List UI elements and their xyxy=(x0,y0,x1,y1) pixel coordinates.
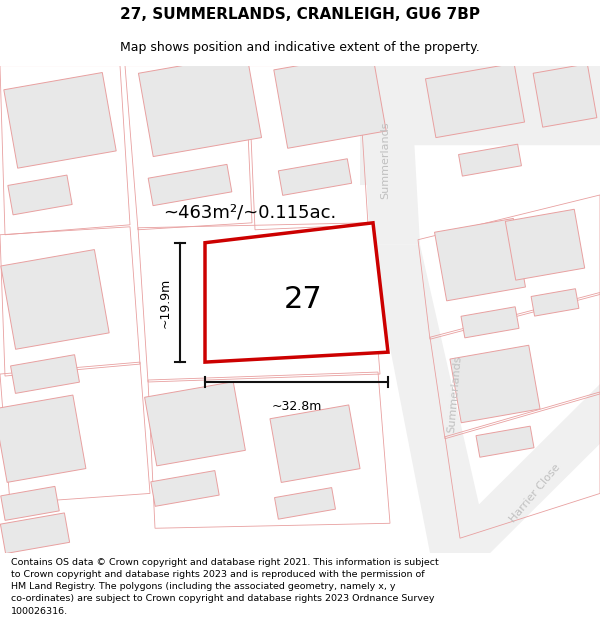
Polygon shape xyxy=(505,209,584,280)
Polygon shape xyxy=(430,384,600,553)
Polygon shape xyxy=(274,52,386,148)
Text: ~463m²/~0.115ac.: ~463m²/~0.115ac. xyxy=(163,204,337,222)
Polygon shape xyxy=(450,345,540,423)
Polygon shape xyxy=(360,66,600,185)
Text: ~32.8m: ~32.8m xyxy=(271,400,322,413)
Text: Map shows position and indicative extent of the property.: Map shows position and indicative extent… xyxy=(120,41,480,54)
Polygon shape xyxy=(434,218,526,301)
Text: Summerlands: Summerlands xyxy=(380,121,390,199)
Text: 27, SUMMERLANDS, CRANLEIGH, GU6 7BP: 27, SUMMERLANDS, CRANLEIGH, GU6 7BP xyxy=(120,7,480,22)
Polygon shape xyxy=(205,223,388,362)
Polygon shape xyxy=(270,405,360,482)
Polygon shape xyxy=(145,382,245,466)
Polygon shape xyxy=(151,471,219,506)
Polygon shape xyxy=(275,488,335,519)
Polygon shape xyxy=(235,247,368,342)
Polygon shape xyxy=(148,164,232,206)
Polygon shape xyxy=(0,395,86,482)
Polygon shape xyxy=(531,289,579,316)
Polygon shape xyxy=(1,249,109,349)
Polygon shape xyxy=(1,486,59,521)
Polygon shape xyxy=(8,175,72,215)
Polygon shape xyxy=(533,64,597,127)
Text: Summerlands: Summerlands xyxy=(446,355,463,433)
Polygon shape xyxy=(360,66,420,245)
Polygon shape xyxy=(278,159,352,196)
Text: ~19.9m: ~19.9m xyxy=(159,278,172,328)
Polygon shape xyxy=(425,63,524,138)
Polygon shape xyxy=(458,144,521,176)
Text: 27: 27 xyxy=(283,286,322,314)
Polygon shape xyxy=(476,426,534,458)
Polygon shape xyxy=(370,245,490,553)
Polygon shape xyxy=(4,72,116,168)
Polygon shape xyxy=(139,54,262,157)
Polygon shape xyxy=(1,513,70,554)
Text: Harrier Close: Harrier Close xyxy=(508,462,562,524)
Polygon shape xyxy=(11,355,79,393)
Polygon shape xyxy=(461,307,519,338)
Text: Contains OS data © Crown copyright and database right 2021. This information is : Contains OS data © Crown copyright and d… xyxy=(11,558,439,616)
